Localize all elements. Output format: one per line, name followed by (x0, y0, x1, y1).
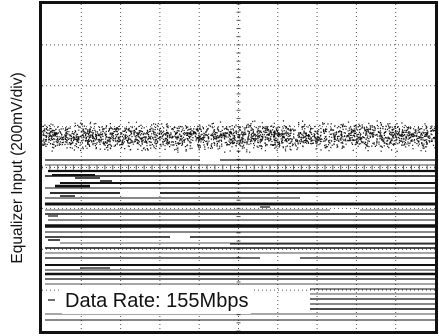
grid (41, 3, 436, 332)
data-rate-annotation: Data Rate: 155Mbps (62, 288, 252, 314)
noise-band (42, 120, 436, 153)
plot-frame (39, 1, 438, 334)
noise-speckle (42, 120, 436, 153)
traces (45, 159, 437, 321)
